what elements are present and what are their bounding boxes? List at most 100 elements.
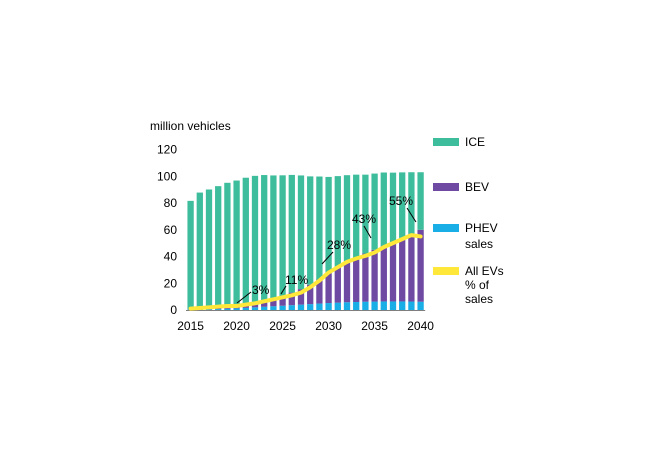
bar-phev-2036: [380, 301, 387, 310]
bar-phev-2029: [316, 303, 323, 310]
x-tick-2030: 2030: [315, 319, 342, 333]
y-tick-100: 100: [157, 169, 177, 183]
legend-label-evs-line3: sales: [465, 292, 494, 306]
bar-phev-2038: [399, 301, 406, 310]
bar-ice-2015: [187, 200, 194, 310]
y-tick-40: 40: [164, 250, 178, 264]
bar-ice-2038: [399, 172, 406, 238]
bar-phev-2021: [242, 307, 249, 310]
bar-phev-2025: [279, 305, 286, 310]
y-tick-80: 80: [164, 196, 178, 210]
y-tick-120: 120: [157, 143, 177, 157]
bar-bev-2029: [316, 279, 323, 304]
x-tick-2015: 2015: [177, 319, 204, 333]
bar-bev-2034: [362, 253, 369, 302]
bar-ice-2025: [279, 175, 286, 296]
annotation-leader-28pct: [321, 251, 334, 265]
bar-phev-2028: [307, 304, 314, 310]
bar-ice-2020: [233, 180, 240, 307]
legend-label-evs-line2: % of: [465, 278, 490, 292]
bar-phev-2027: [297, 304, 305, 310]
ev-share-line: [188, 233, 423, 311]
legend-swatch-bev: [433, 183, 459, 191]
bar-ice-2029: [316, 176, 323, 280]
bar-phev-2022: [251, 307, 259, 310]
bar-bev-2040: [417, 229, 424, 302]
bar-phev-2040: [417, 301, 424, 310]
x-tick-2020: 2020: [223, 319, 250, 333]
y-tick-60: 60: [164, 223, 178, 237]
bar-bev-2036: [380, 246, 387, 302]
bar-bev-2027: [297, 289, 305, 305]
bar-ice-2027: [297, 175, 305, 290]
bar-phev-2033: [353, 301, 360, 310]
bar-phev-2017: [205, 309, 213, 310]
legend-label-phev-line1: PHEV: [465, 221, 498, 235]
annotation-leader-55pct: [406, 207, 417, 223]
y-unit-label: million vehicles: [150, 119, 231, 133]
bar-ice-2022: [251, 175, 259, 303]
annotation-28pct: 28%: [327, 238, 351, 252]
bar-bev-2039: [408, 233, 415, 302]
legend-swatch-phev: [433, 224, 459, 232]
bar-bev-2033: [353, 257, 360, 302]
bar-phev-2026: [288, 305, 295, 310]
bar-ice-2036: [380, 172, 387, 247]
annotation-leader-43pct: [363, 225, 372, 239]
bar-bev-2031: [334, 267, 341, 303]
bar-phev-2032: [343, 302, 351, 310]
bar-ice-2024: [270, 175, 277, 299]
bar-bev-2030: [325, 273, 332, 304]
bar-phev-2031: [334, 302, 341, 310]
annotation-43pct: 43%: [352, 212, 376, 226]
bar-bev-2035: [371, 249, 378, 302]
bar-ice-2018: [215, 186, 222, 308]
bar-phev-2023: [261, 306, 268, 310]
bar-phev-2037: [389, 301, 397, 310]
annotation-55pct: 55%: [389, 194, 413, 208]
bar-bev-2032: [343, 262, 351, 303]
bar-ice-2034: [362, 174, 369, 254]
bar-ice-2040: [417, 172, 424, 230]
bar-phev-2024: [270, 306, 277, 310]
bar-phev-2018: [215, 309, 222, 310]
bar-bev-2025: [279, 295, 286, 306]
bar-ice-2032: [343, 175, 351, 263]
legend-item-bev: BEV: [433, 180, 553, 194]
legend-label-evs-line1: All EVs: [465, 264, 504, 278]
bar-ice-2023: [261, 175, 268, 301]
bar-ice-2039: [408, 172, 415, 234]
bar-ice-2030: [325, 176, 332, 274]
bars: [187, 172, 424, 310]
ev-share-polyline: [188, 233, 423, 311]
legend-swatch-evs: [433, 267, 459, 275]
legend: ICE BEV PHEV sales All EVs % of sales: [433, 135, 553, 306]
y-tick-labels: 0 20 40 60 80 100 120: [157, 143, 177, 318]
annotation-3pct: 3%: [252, 283, 270, 297]
bar-phev-2019: [224, 308, 231, 310]
bar-ice-2026: [288, 174, 295, 293]
x-tick-2025: 2025: [269, 319, 296, 333]
bar-bev-2028: [307, 284, 314, 305]
annotation-11pct: 11%: [285, 273, 308, 287]
legend-item-phev: PHEV sales: [433, 221, 553, 251]
percent-annotations: 3% 11% 28%43% 55%: [236, 194, 417, 304]
legend-item-ice: ICE: [433, 135, 553, 149]
bar-bev-2026: [288, 292, 295, 306]
bar-ice-2031: [334, 176, 341, 268]
legend-label-ice: ICE: [465, 135, 486, 149]
bar-ice-2037: [389, 172, 397, 243]
y-tick-0: 0: [170, 303, 177, 317]
bar-phev-2020: [233, 308, 240, 310]
x-tick-labels: 2015 2020 2025 2030 2035 2040: [177, 319, 434, 333]
legend-swatch-ice: [433, 138, 459, 146]
bar-ice-2019: [224, 182, 231, 308]
bar-ice-2016: [196, 192, 203, 309]
bar-ice-2033: [353, 174, 360, 258]
legend-label-phev-line2: sales: [465, 237, 494, 251]
bar-ice-2028: [307, 176, 314, 285]
x-tick-2040: 2040: [407, 319, 434, 333]
bar-bev-2037: [389, 242, 397, 302]
y-tick-20: 20: [164, 276, 178, 290]
